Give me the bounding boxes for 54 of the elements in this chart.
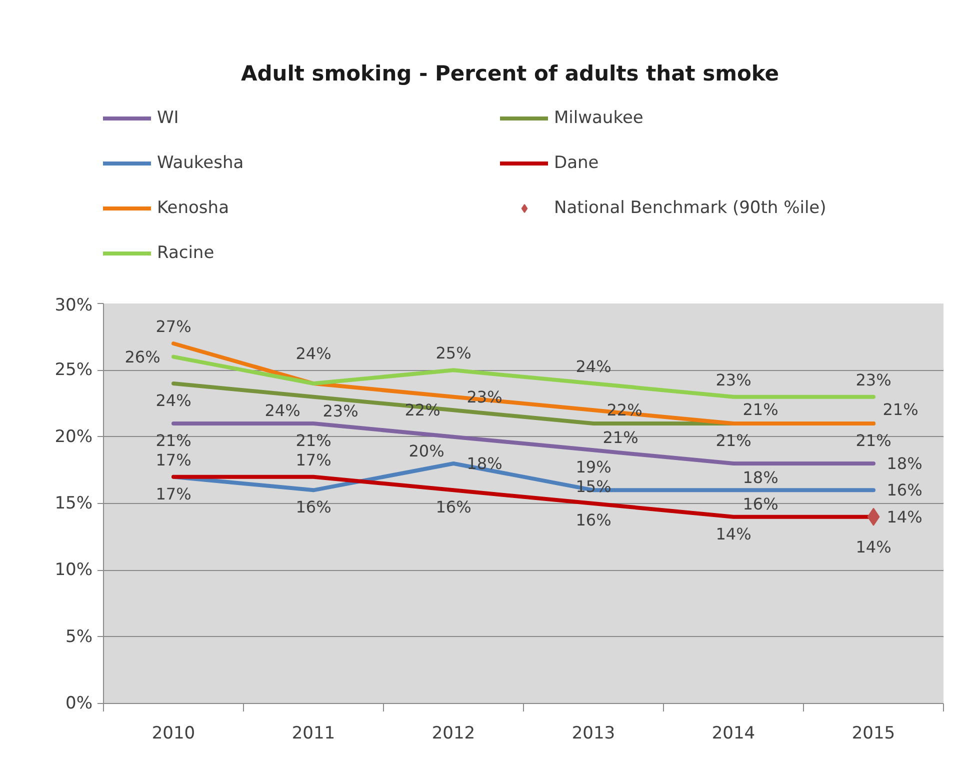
data-label: 14% <box>886 507 922 526</box>
data-label: 17% <box>296 450 332 470</box>
data-label: 18% <box>466 454 502 473</box>
data-label: 25% <box>436 344 472 363</box>
y-tick-label: 20% <box>54 426 93 447</box>
data-label: 23% <box>856 370 892 390</box>
x-tick-label: 2013 <box>572 724 616 744</box>
data-label: 24% <box>264 401 300 420</box>
data-label: 20% <box>408 441 444 460</box>
y-tick-label: 0% <box>66 694 93 714</box>
x-tick-label: 2012 <box>432 724 476 744</box>
data-label: 27% <box>156 317 192 336</box>
y-tick-label: 15% <box>54 494 93 514</box>
data-label: 16% <box>886 480 922 500</box>
data-label: 24% <box>576 357 612 376</box>
data-label: 19% <box>576 458 612 477</box>
data-label: 21% <box>296 431 332 450</box>
chart-title: Adult smoking - Percent of adults that smoke <box>240 62 780 86</box>
data-label: 16% <box>742 494 778 514</box>
data-label: 24% <box>296 344 332 363</box>
data-label: 16% <box>436 498 472 517</box>
data-label: 21% <box>742 400 778 419</box>
data-label: 17% <box>156 484 192 504</box>
data-label: 23% <box>322 401 358 420</box>
data-label: 21% <box>716 431 752 450</box>
data-label: 14% <box>716 524 752 544</box>
data-label: 18% <box>886 454 922 473</box>
x-tick-label: 2011 <box>292 724 336 744</box>
data-label: 14% <box>856 537 892 556</box>
y-tick-label: 5% <box>66 626 93 647</box>
data-label: 17% <box>156 450 192 470</box>
data-label: 21% <box>156 431 192 450</box>
data-label: 21% <box>856 431 892 450</box>
legend-label: Racine <box>157 243 216 263</box>
x-tick-label: 2010 <box>152 724 196 744</box>
legend-label: Milwaukee <box>554 108 644 128</box>
data-label: 21% <box>882 400 918 419</box>
data-label: 23% <box>716 370 752 390</box>
legend-label: Dane <box>554 153 600 173</box>
y-tick-label: 25% <box>54 360 93 380</box>
legend-label: WI <box>157 108 180 128</box>
data-label: 16% <box>296 498 332 517</box>
legend-label: Kenosha <box>157 198 230 218</box>
y-tick-label: 10% <box>54 560 93 580</box>
legend-label: Waukesha <box>157 153 245 173</box>
data-label: 16% <box>576 510 612 530</box>
legend-label: National Benchmark (90th %ile) <box>554 198 828 218</box>
data-label: 26% <box>124 347 160 366</box>
data-label: 21% <box>602 428 638 447</box>
data-label: 18% <box>742 468 778 487</box>
y-tick-label: 30% <box>54 296 93 316</box>
x-tick-label: 2014 <box>712 724 756 744</box>
data-label: 24% <box>156 391 192 410</box>
x-tick-label: 2015 <box>852 724 896 744</box>
